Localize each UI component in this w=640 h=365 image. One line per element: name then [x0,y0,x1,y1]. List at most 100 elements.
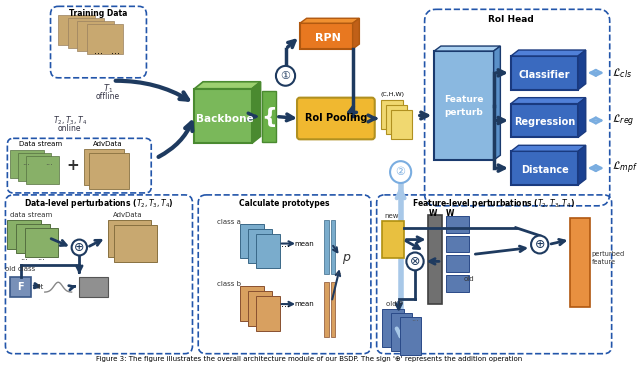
Text: ...: ... [334,267,342,276]
Bar [386,105,407,134]
Text: ⊗: ⊗ [410,255,420,268]
Polygon shape [434,46,500,51]
Bar [256,296,280,331]
Text: old: old [463,276,474,282]
Text: Distance: Distance [520,165,568,175]
Bar [68,18,104,48]
Bar [114,225,157,262]
Text: perturbed: perturbed [591,251,625,257]
Bar [77,21,114,51]
Polygon shape [353,18,360,49]
Text: ①: ① [280,71,291,81]
Text: Data stream: Data stream [19,141,63,147]
Text: W: W [428,209,437,218]
Bar [248,228,272,264]
Bar [331,282,335,337]
Bar [511,56,578,90]
Text: feature: feature [591,260,616,265]
Text: $\mathcal{L}_{mpf}$: $\mathcal{L}_{mpf}$ [612,160,637,176]
Bar [16,224,49,253]
Bar [87,24,124,54]
Text: ②: ② [396,167,406,177]
Text: Regression: Regression [514,118,575,127]
Bar [248,291,272,326]
Bar [10,150,44,178]
Bar [89,153,129,189]
Bar [300,23,353,49]
Text: class a: class a [218,219,241,225]
Polygon shape [578,98,586,137]
Polygon shape [195,82,260,89]
Bar [18,153,51,181]
Bar [382,309,403,347]
Text: RPN: RPN [316,33,341,43]
Text: fit: fit [37,284,45,290]
Text: p: p [342,251,350,264]
Bar [58,15,95,45]
Polygon shape [578,145,586,185]
Bar [391,313,412,351]
Polygon shape [511,98,586,104]
Text: Feature-level perturbations ($T_2,T_3,T_4$): Feature-level perturbations ($T_2,T_3,T_… [412,197,575,210]
Bar [241,286,264,321]
Bar [262,91,276,142]
Bar [331,220,335,274]
Bar [241,224,264,258]
Circle shape [390,161,411,183]
Text: W: W [445,209,454,218]
Text: Calculate prototypes: Calculate prototypes [239,199,330,208]
Text: RoI Head: RoI Head [488,15,534,24]
Bar [445,216,468,233]
Text: mean: mean [295,241,315,246]
Bar [256,234,280,268]
Text: class b: class b [218,281,241,287]
Text: $\mathcal{L}_{cls}$: $\mathcal{L}_{cls}$ [612,66,632,80]
Polygon shape [300,18,360,23]
Bar [79,277,108,297]
Text: ...: ... [411,315,419,323]
Circle shape [276,66,295,86]
Bar [324,220,329,274]
Polygon shape [578,50,586,90]
Bar [445,235,468,253]
Text: F: F [17,282,24,292]
Polygon shape [511,50,586,56]
Bar [10,277,31,297]
Text: {: { [261,107,276,127]
Text: offline: offline [96,92,120,101]
Text: (C,H,W): (C,H,W) [381,92,405,97]
Text: Training Data: Training Data [69,9,127,18]
Text: online: online [58,124,81,133]
Bar [7,220,41,250]
Polygon shape [493,46,500,160]
Circle shape [531,235,548,253]
Text: $T_2,T_3,T_4$: $T_2,T_3,T_4$ [52,114,87,127]
Bar [382,221,403,258]
Circle shape [72,239,87,255]
Text: ...: ... [37,253,45,262]
Text: old P: old P [386,301,403,307]
Text: new: new [385,213,399,219]
Text: $T_1$: $T_1$ [103,82,113,95]
Bar [511,151,578,185]
Text: RoI Pooling: RoI Pooling [305,114,367,123]
Text: ...: ... [20,253,28,262]
Text: ⊕: ⊕ [74,241,84,254]
Text: ...: ... [94,46,103,56]
Bar [399,317,420,355]
Bar [570,218,589,307]
Bar [195,89,252,143]
Bar [24,228,58,257]
Text: ⊕: ⊕ [534,238,545,251]
Bar [511,104,578,137]
Text: ...: ... [111,46,120,56]
Bar [108,220,151,257]
Bar [445,275,468,292]
Bar [428,215,442,304]
Text: Figure 3: The figure illustrates the overall architecture module of our BSDP. Th: Figure 3: The figure illustrates the ove… [97,356,523,362]
Text: ...: ... [281,239,290,249]
Text: mean: mean [295,301,315,307]
Bar [434,51,493,160]
Text: Backbone: Backbone [196,114,254,124]
FancyBboxPatch shape [297,98,375,139]
